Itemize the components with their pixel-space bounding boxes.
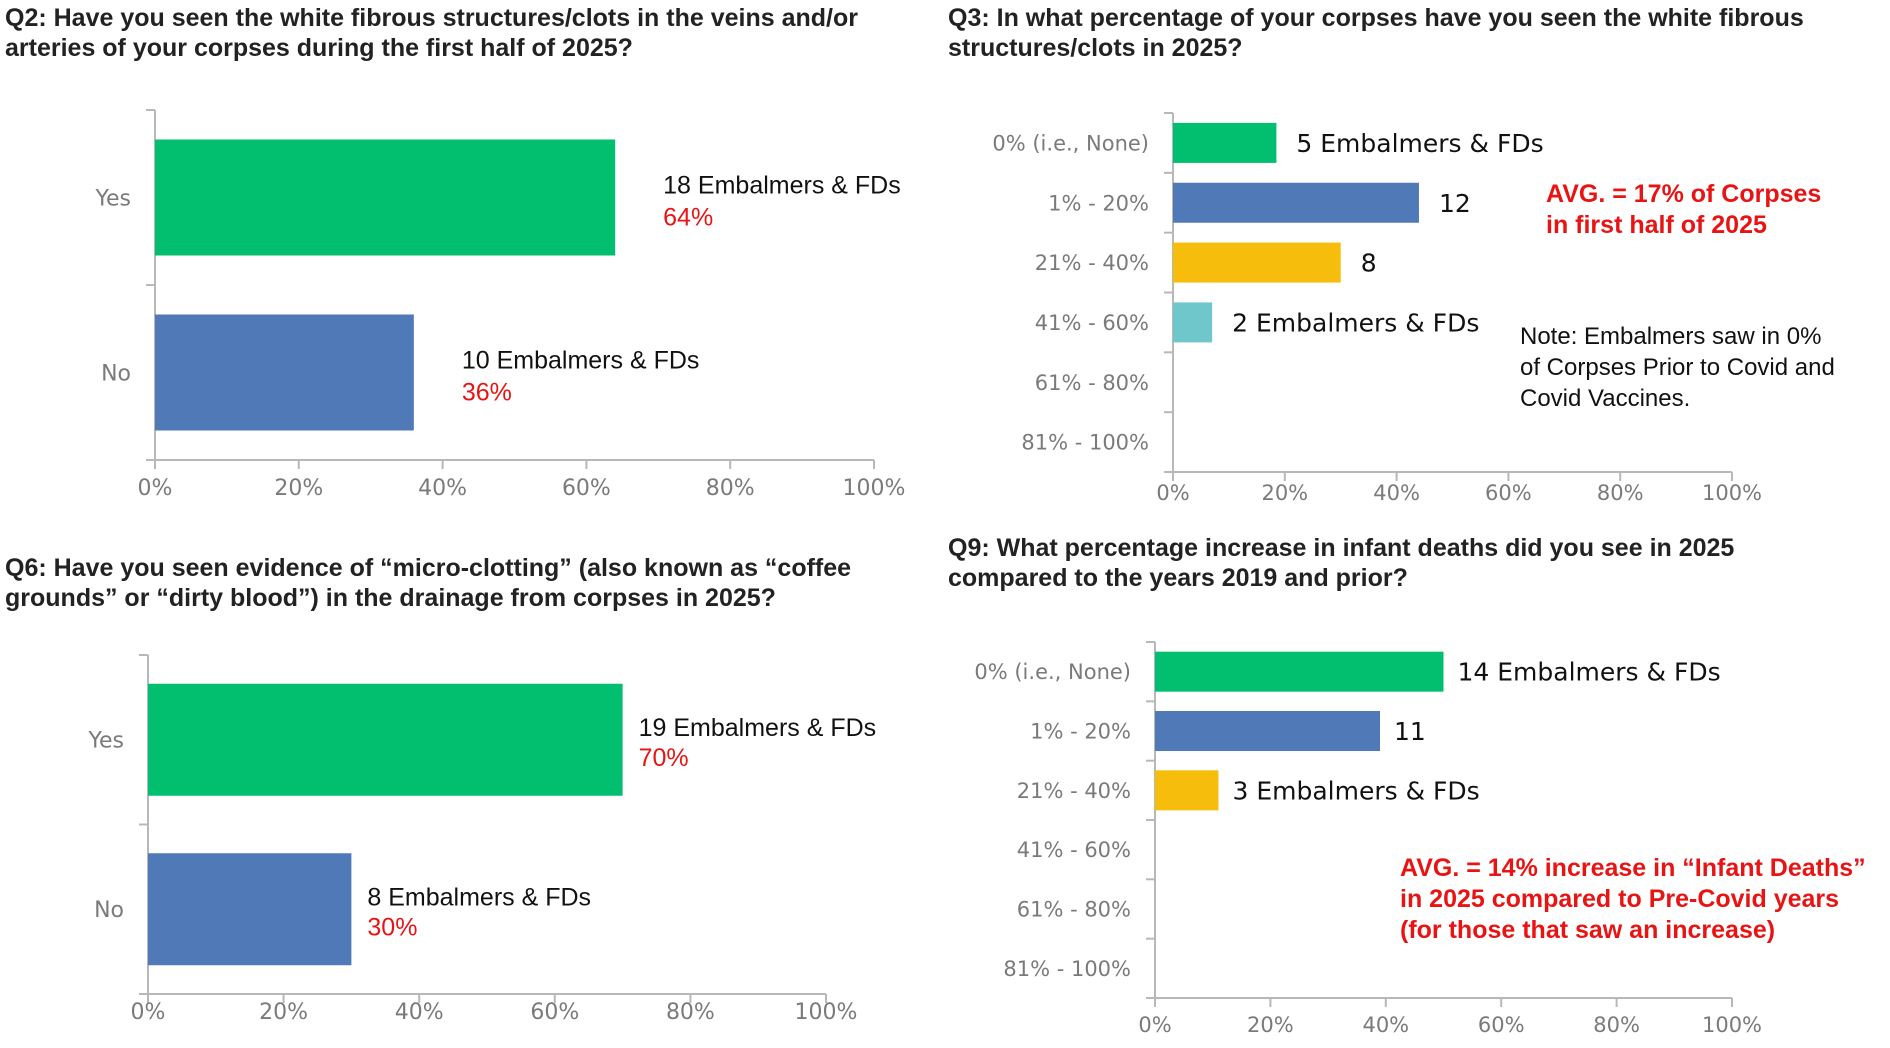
q6-data-label: 19 Embalmers & FDs	[639, 714, 877, 742]
q9-x-tick-label: 100%	[1702, 1013, 1762, 1037]
q9-data-label: 3 Embalmers & FDs	[1232, 776, 1479, 805]
q3-x-tick-label: 40%	[1373, 481, 1420, 505]
q9-category-label: 21% - 40%	[1017, 779, 1131, 803]
q6-category-label: Yes	[87, 729, 124, 754]
q9-data-label: 14 Embalmers & FDs	[1458, 658, 1721, 687]
q9-x-tick-label: 0%	[1138, 1013, 1171, 1037]
q6-percent-label: 70%	[639, 744, 689, 772]
q6-x-tick-label: 80%	[666, 1000, 715, 1025]
q6-x-tick-label: 100%	[795, 1000, 858, 1025]
q3-bar	[1173, 182, 1419, 223]
q9-category-label: 81% - 100%	[1003, 957, 1131, 981]
q3-data-label: 2 Embalmers & FDs	[1232, 308, 1479, 337]
q3-title: Q3: In what percentage of your corpses h…	[948, 4, 1804, 62]
q9-x-tick-label: 20%	[1247, 1013, 1294, 1037]
q2-bar	[155, 139, 616, 256]
q2-data-label: 18 Embalmers & FDs	[663, 172, 901, 200]
q3-note-annotation: Note: Embalmers saw in 0% of Corpses Pri…	[1520, 323, 1835, 412]
q9-category-label: 61% - 80%	[1017, 898, 1131, 922]
q9-category-label: 0% (i.e., None)	[974, 660, 1131, 684]
q6-title: Q6: Have you seen evidence of “micro-clo…	[5, 554, 852, 612]
q2-data-label: 10 Embalmers & FDs	[462, 347, 700, 375]
q3-category-label: 81% - 100%	[1021, 431, 1149, 455]
q9-data-label: 11	[1394, 717, 1426, 746]
q9-average-annotation: AVG. = 14% increase in “Infant Deaths” i…	[1400, 854, 1866, 944]
q6-x-tick-label: 20%	[259, 1000, 308, 1025]
q9-category-label: 1% - 20%	[1030, 720, 1131, 744]
q6-x-tick-label: 60%	[530, 1000, 579, 1025]
q2-x-tick-label: 0%	[138, 476, 173, 501]
q3-x-tick-label: 80%	[1597, 481, 1644, 505]
q6-bar	[148, 853, 352, 966]
q2-bar	[155, 314, 414, 431]
q9-bar	[1155, 651, 1444, 692]
q6-percent-label: 30%	[367, 913, 417, 941]
q9-x-tick-label: 80%	[1593, 1013, 1640, 1037]
q3-category-label: 61% - 80%	[1035, 371, 1149, 395]
q2-x-tick-label: 80%	[706, 476, 755, 501]
q9-x-tick-label: 40%	[1362, 1013, 1409, 1037]
q6-category-label: No	[94, 898, 124, 923]
q3-x-tick-label: 20%	[1261, 481, 1308, 505]
q6-x-tick-label: 40%	[395, 1000, 444, 1025]
q2-category-label: No	[101, 361, 131, 386]
q9-bar	[1155, 770, 1219, 811]
q6-bar	[148, 683, 623, 796]
q3-data-label: 12	[1439, 189, 1471, 218]
q3-bar	[1173, 242, 1341, 283]
q2-x-tick-label: 20%	[274, 476, 323, 501]
q2-title: Q2: Have you seen the white fibrous stru…	[5, 4, 858, 62]
q9-bar	[1155, 711, 1381, 751]
q3-x-tick-label: 100%	[1702, 481, 1762, 505]
q6-x-tick-label: 0%	[131, 1000, 166, 1025]
q3-x-tick-label: 0%	[1156, 481, 1189, 505]
q3-category-label: 1% - 20%	[1048, 191, 1149, 215]
q2-x-tick-label: 60%	[562, 476, 611, 501]
q6-data-label: 8 Embalmers & FDs	[367, 883, 591, 911]
q3-average-annotation: AVG. = 17% of Corpses in first half of 2…	[1546, 180, 1822, 239]
q3-category-label: 21% - 40%	[1035, 251, 1149, 275]
q3-category-label: 0% (i.e., None)	[992, 131, 1149, 155]
q2-x-tick-label: 100%	[843, 476, 906, 501]
q3-bar	[1173, 302, 1213, 343]
q2-percent-label: 36%	[462, 379, 512, 407]
q3-data-label: 5 Embalmers & FDs	[1296, 129, 1543, 158]
q2-category-label: Yes	[94, 186, 131, 211]
q2-x-tick-label: 40%	[418, 476, 467, 501]
q9-title: Q9: What percentage increase in infant d…	[948, 534, 1735, 592]
q3-data-label: 8	[1361, 249, 1377, 278]
q9-x-tick-label: 60%	[1478, 1013, 1525, 1037]
q2-percent-label: 64%	[663, 204, 713, 232]
q3-category-label: 41% - 60%	[1035, 311, 1149, 335]
q3-bar	[1173, 122, 1277, 163]
q3-x-tick-label: 60%	[1485, 481, 1532, 505]
q9-category-label: 41% - 60%	[1017, 838, 1131, 862]
